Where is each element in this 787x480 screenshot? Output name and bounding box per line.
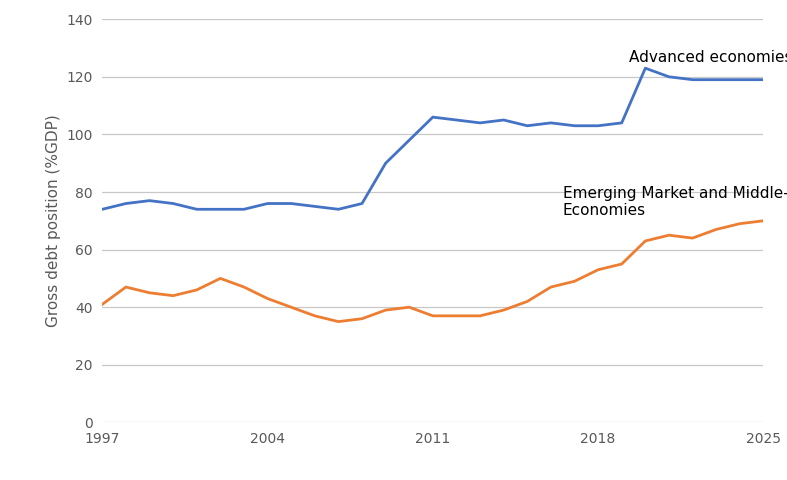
Text: Emerging Market and Middle-Income
Economies: Emerging Market and Middle-Income Econom…: [563, 186, 787, 218]
Text: Advanced economies: Advanced economies: [629, 50, 787, 65]
Y-axis label: Gross debt position (%GDP): Gross debt position (%GDP): [46, 114, 61, 327]
